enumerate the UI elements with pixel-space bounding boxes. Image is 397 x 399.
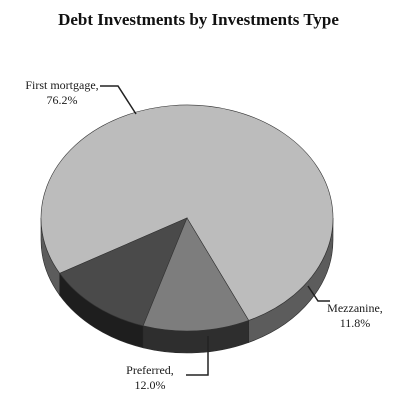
label-preferred-name: Preferred, [126, 363, 174, 377]
chart-title: Debt Investments by Investments Type [58, 10, 339, 29]
slice-first-mortgage [40, 104, 334, 321]
label-first-mortgage-name: First mortgage, [25, 78, 98, 92]
label-preferred-value: 12.0% [135, 378, 166, 392]
slice-preferred [59, 217, 188, 327]
pie-slices [40, 104, 334, 332]
leader-mezzanine [307, 285, 330, 302]
label-first-mortgage-value: 76.2% [47, 93, 78, 107]
label-mezzanine-value: 11.8% [340, 316, 371, 330]
leader-preferred [186, 336, 209, 376]
slice-mezzanine [142, 217, 250, 332]
leader-lines [100, 85, 330, 376]
leader-first-mortgage [100, 85, 137, 115]
label-mezzanine-name: Mezzanine, [327, 301, 383, 315]
